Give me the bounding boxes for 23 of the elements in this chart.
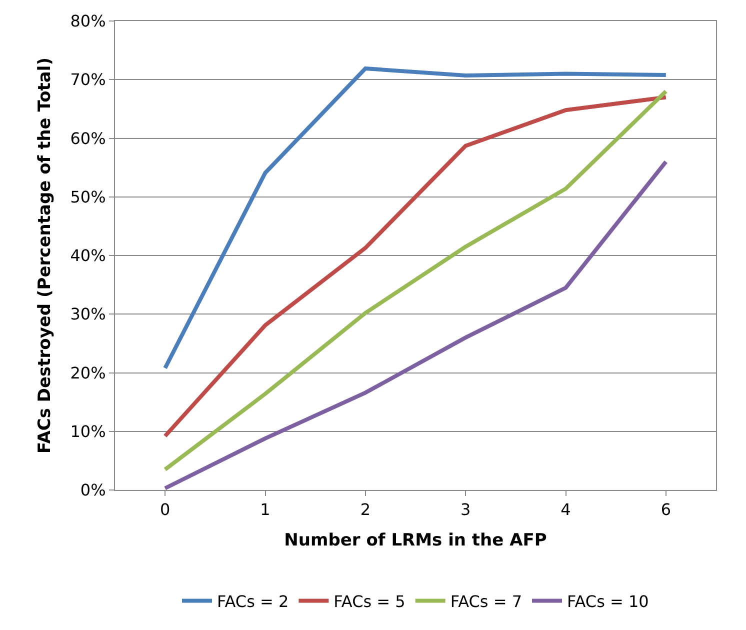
y-axis-title: FACs Destroyed (Percentage of the Total) [34,58,55,454]
y-tick-label: 0% [80,480,106,500]
y-tick-label: 10% [70,422,106,441]
legend-label: FACs = 10 [567,592,649,611]
line-series [163,66,668,370]
x-tick-label: 0 [160,500,170,520]
y-tick-label: 80% [70,12,106,31]
legend-label: FACs = 7 [450,592,522,611]
legend-label: FACs = 5 [334,592,406,611]
x-axis-title: Number of LRMs in the AFP [284,530,547,551]
y-tick-label: 20% [70,363,106,382]
y-tick-label: 30% [70,304,106,324]
line-series [163,160,668,490]
y-tick-label: 50% [70,187,106,206]
legend-label: FACs = 2 [217,592,289,611]
y-tick-label: 40% [70,246,106,266]
x-tick-label: 6 [660,500,672,520]
x-tick-label: 1 [260,500,270,520]
y-tick-label: 60% [70,128,106,148]
x-tick-label: 2 [360,500,371,520]
y-tick-label: 70% [70,70,106,90]
x-tick-label: 3 [460,500,471,520]
x-tick-label: 4 [560,500,571,520]
